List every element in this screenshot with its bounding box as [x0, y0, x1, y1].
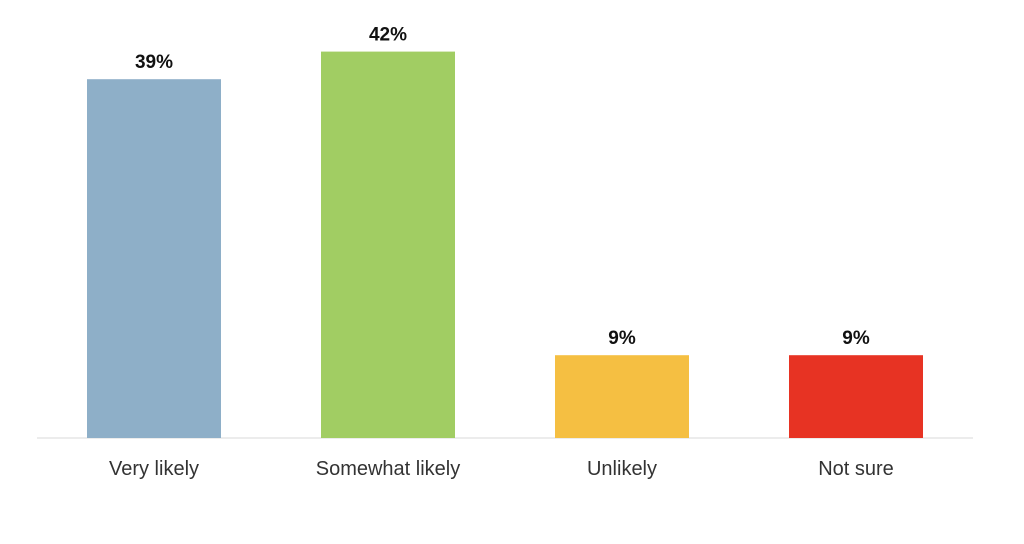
- category-label-unlikely: Unlikely: [587, 458, 657, 480]
- bars-group: [87, 51, 923, 438]
- bar-unlikely: [555, 355, 689, 438]
- category-label-somewhat-likely: Somewhat likely: [316, 458, 461, 480]
- bar-not-sure: [789, 355, 923, 438]
- value-labels-group: 39% 42% 9% 9%: [135, 25, 870, 350]
- category-label-not-sure: Not sure: [818, 458, 894, 480]
- bar-somewhat-likely: [321, 51, 455, 438]
- data-label-somewhat-likely: 42%: [369, 25, 407, 46]
- data-label-very-likely: 39%: [135, 52, 173, 73]
- data-label-not-sure: 9%: [842, 328, 870, 349]
- bar-very-likely: [87, 79, 221, 438]
- data-label-unlikely: 9%: [608, 328, 636, 349]
- category-label-very-likely: Very likely: [109, 458, 199, 480]
- category-labels-group: Very likely Somewhat likely Unlikely Not su…: [109, 458, 894, 480]
